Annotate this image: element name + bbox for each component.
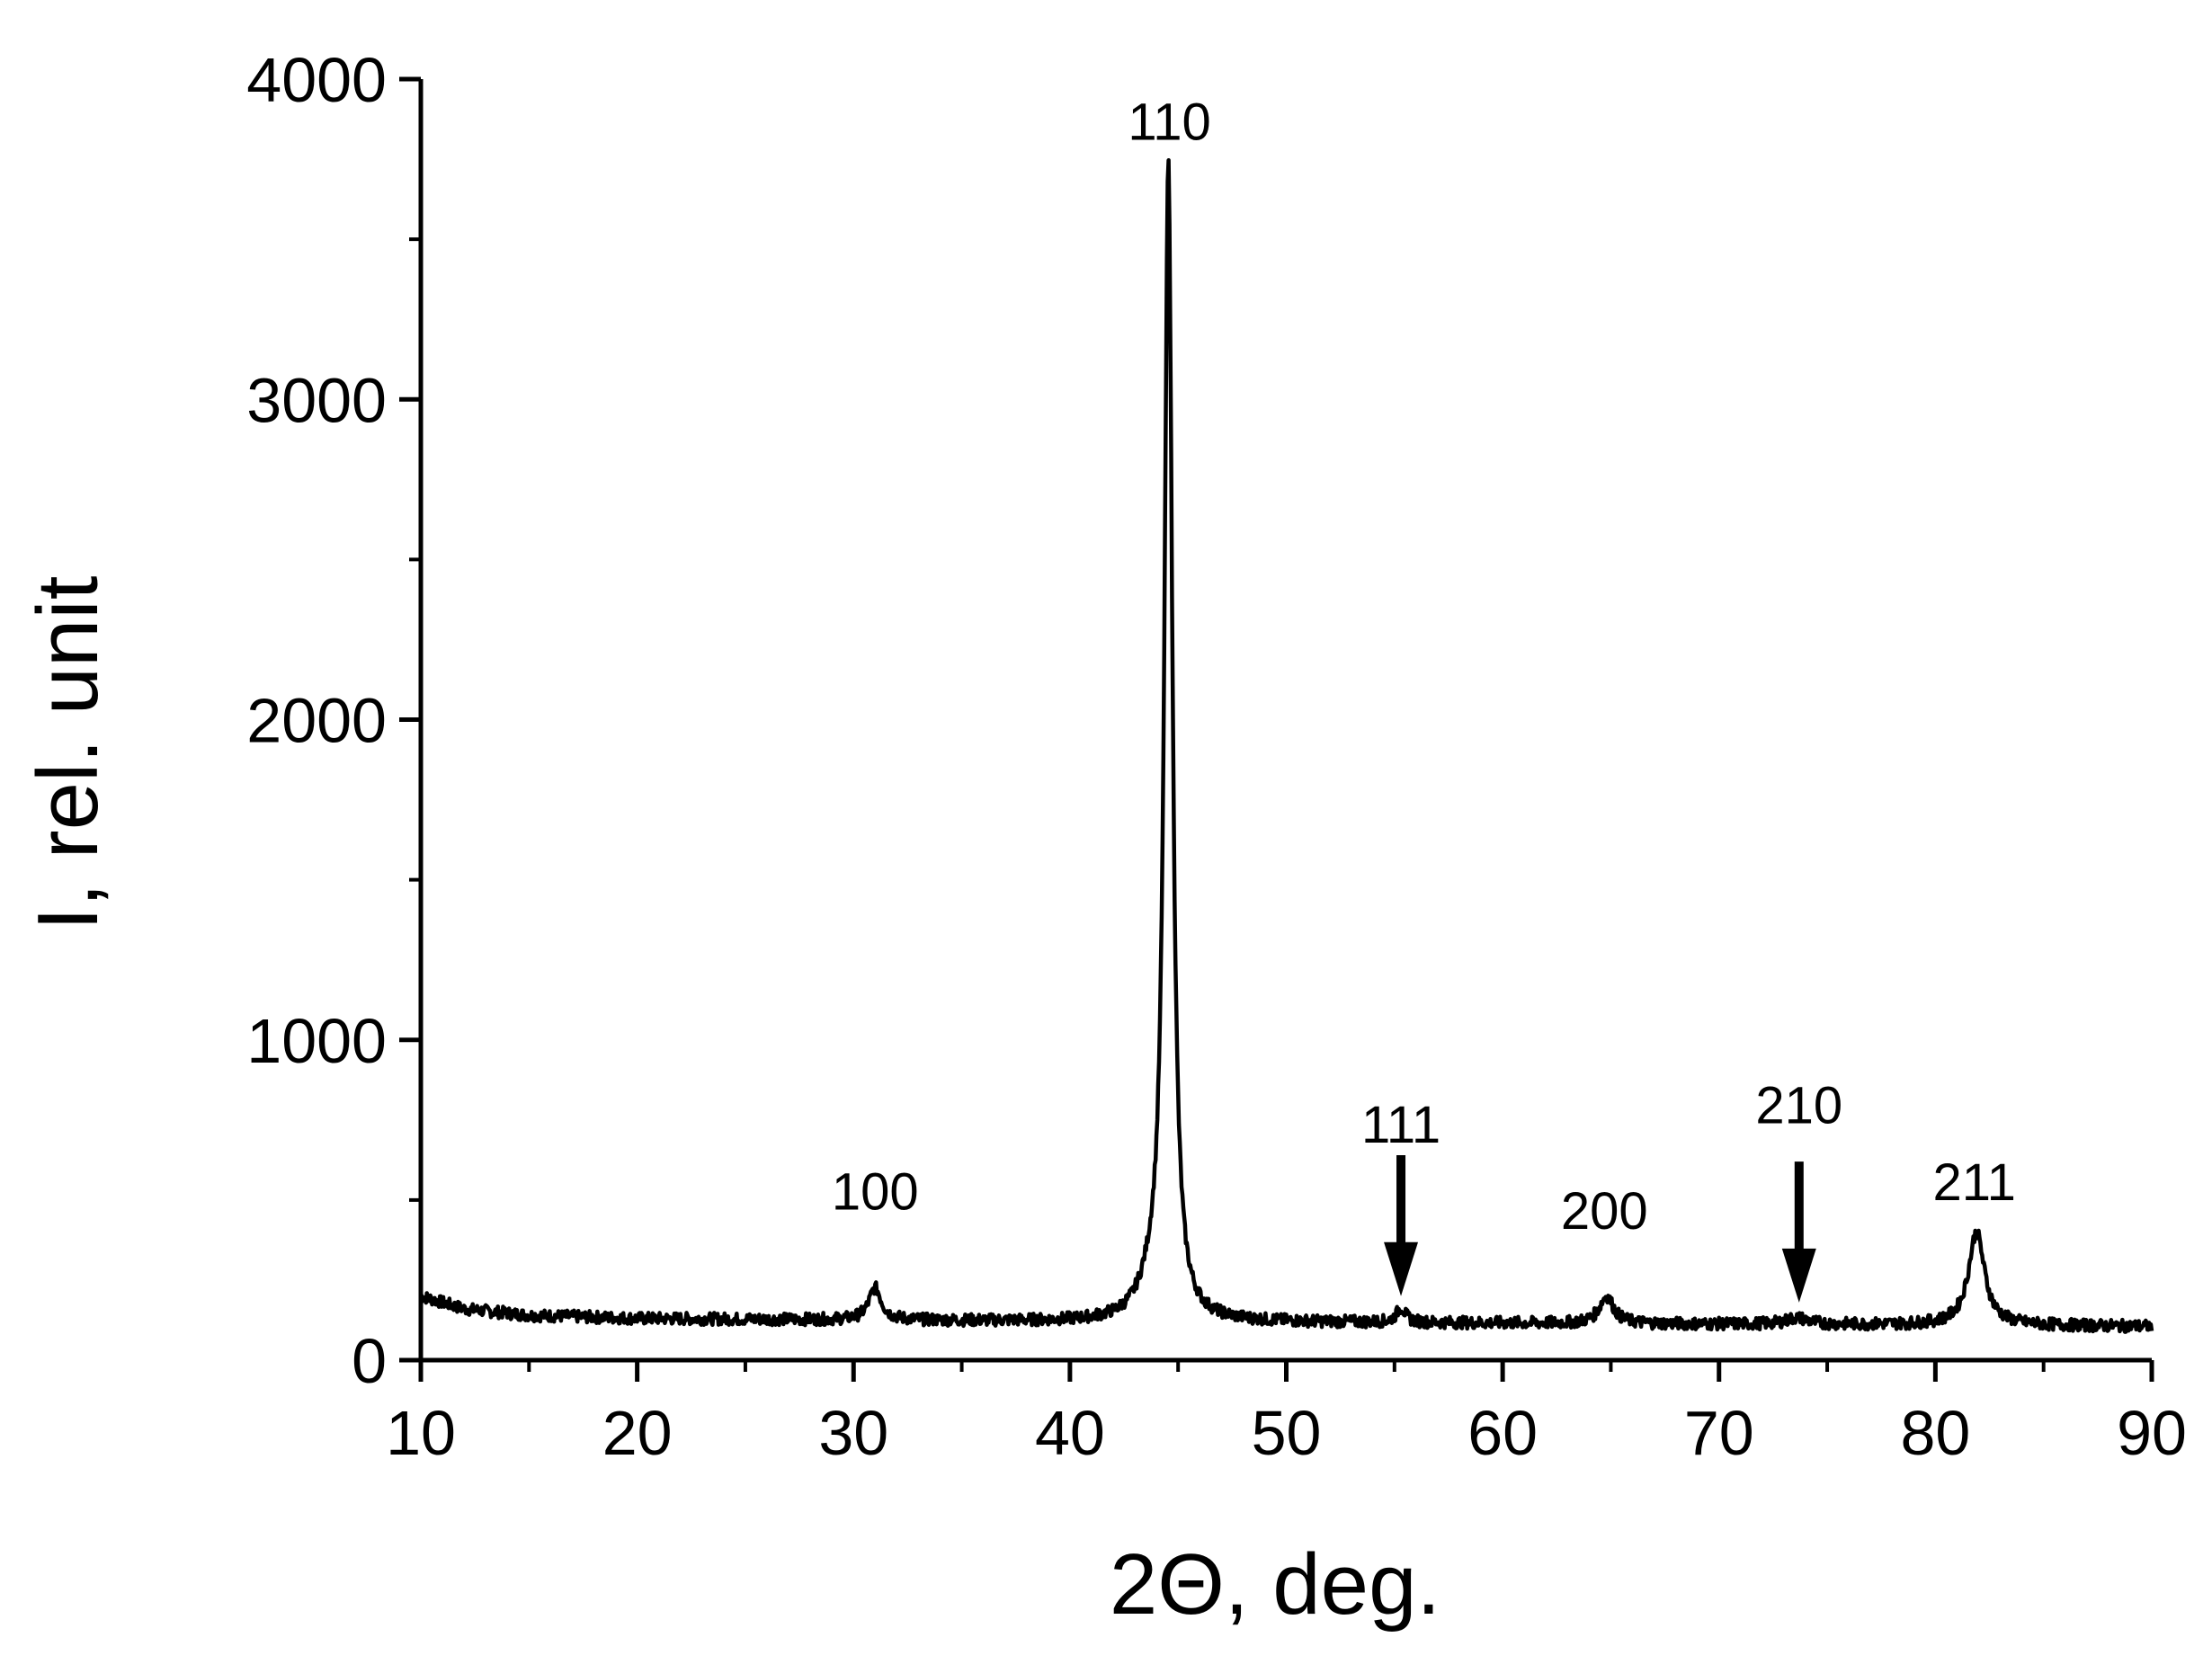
peak-label-211: 211 (1932, 1153, 2015, 1212)
annotations: 100 110 111 200 210 211 (832, 93, 2016, 1303)
y-axis-title: I, rel. unit (20, 576, 116, 931)
arrow-head (1384, 1241, 1419, 1296)
x-tick-label: 40 (1035, 1398, 1105, 1468)
x-tick-label: 60 (1467, 1398, 1538, 1468)
axes (418, 79, 2152, 1363)
x-tick-label: 20 (602, 1398, 673, 1468)
peak-label-210: 210 (1755, 1076, 1842, 1135)
peak-label-100: 100 (832, 1163, 919, 1222)
peak-label-111: 111 (1361, 1096, 1440, 1154)
y-tick-label: 1000 (246, 1006, 387, 1076)
y-tick-label: 3000 (246, 365, 387, 435)
series-layer (419, 158, 2154, 1334)
x-tick-label: 50 (1252, 1398, 1322, 1468)
y-tick-label: 2000 (246, 686, 387, 756)
x-tick-label: 80 (1900, 1398, 1970, 1468)
x-tick-label: 90 (2117, 1398, 2187, 1468)
diffraction-line (419, 158, 2154, 1334)
x-tick-label: 30 (818, 1398, 888, 1468)
y-tick-label: 0 (352, 1326, 387, 1396)
x-tick-label: 10 (386, 1398, 456, 1468)
y-tick-label: 4000 (246, 45, 387, 115)
axis-ticks: 10 20 30 40 50 60 70 80 90 0 1000 2000 3000 4000 (246, 45, 2187, 1468)
arrow-head (1781, 1248, 1816, 1303)
peak-label-110: 110 (1128, 93, 1210, 152)
peak-label-200: 200 (1561, 1182, 1648, 1241)
x-axis-title: 2Θ, deg. (1110, 1536, 1440, 1633)
x-tick-label: 70 (1684, 1398, 1754, 1468)
